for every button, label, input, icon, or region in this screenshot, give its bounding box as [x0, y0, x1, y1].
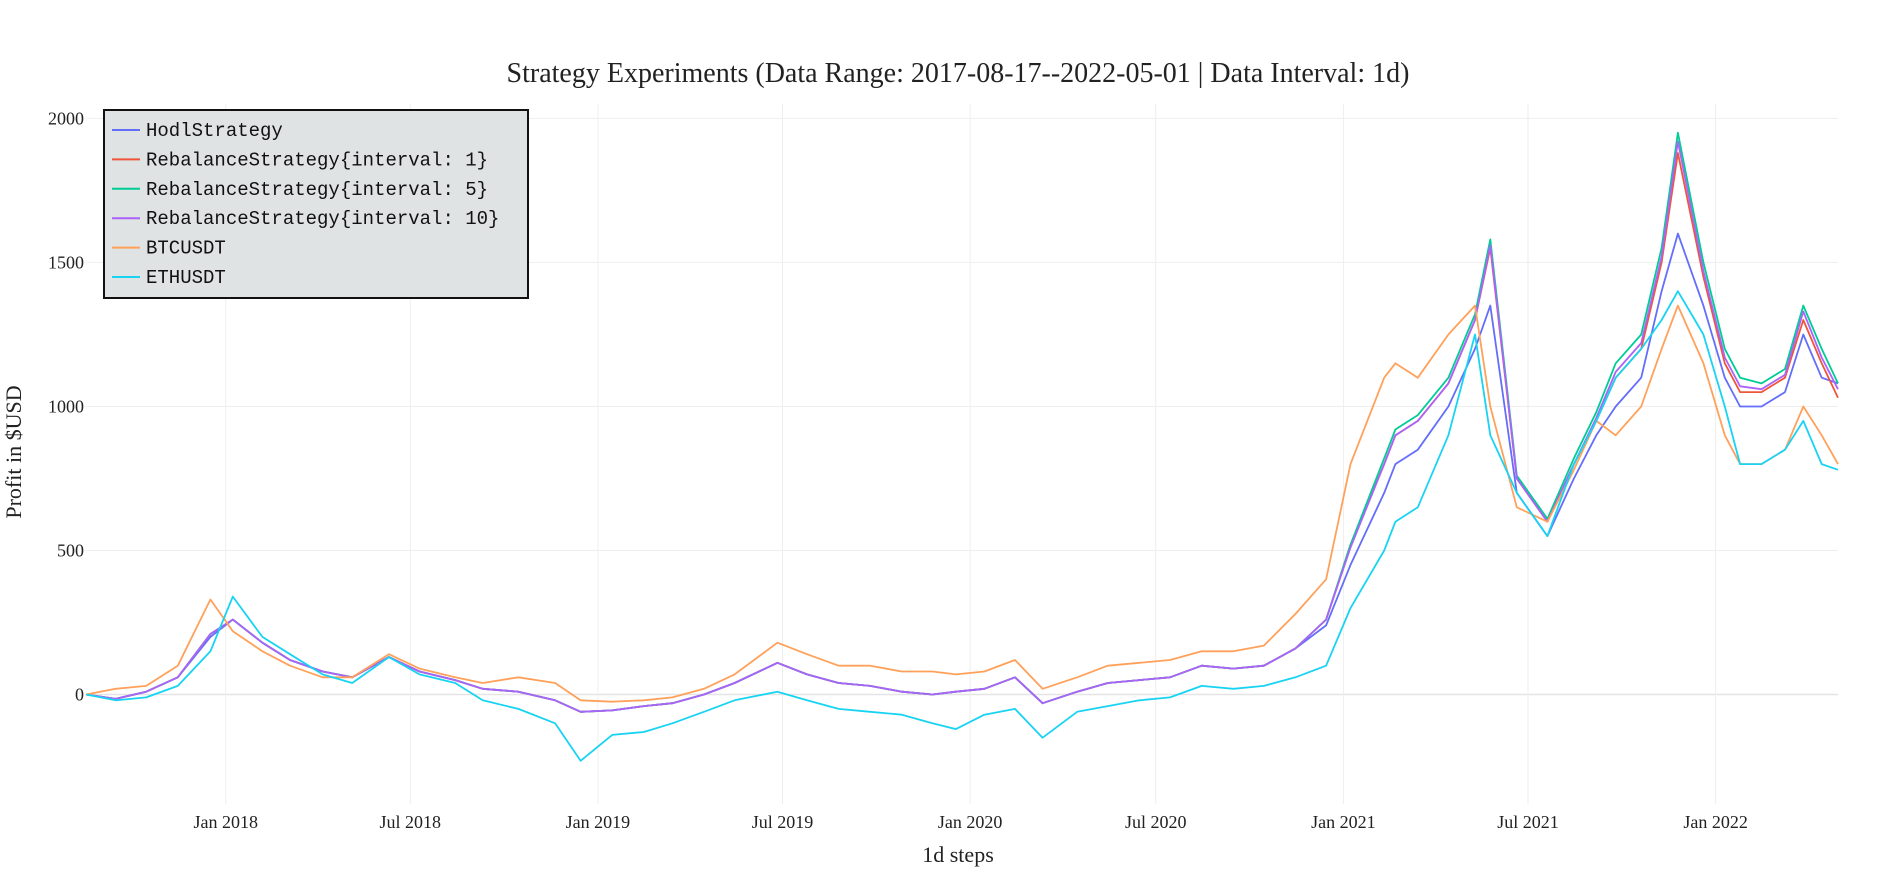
- x-tick-label: Jan 2021: [1311, 812, 1376, 832]
- legend-label: RebalanceStrategy{interval: 10}: [146, 208, 499, 230]
- y-tick-label: 500: [57, 541, 84, 561]
- series-line-4: [85, 140, 1839, 713]
- x-tick-label: Jan 2020: [938, 812, 1003, 832]
- y-tick-label: 1500: [48, 252, 84, 272]
- x-tick-label: Jan 2019: [566, 812, 631, 832]
- legend-label: ETHUSDT: [146, 267, 226, 289]
- legend-label: HodlStrategy: [146, 120, 283, 142]
- x-tick-label: Jul 2020: [1125, 812, 1187, 832]
- legend-label: RebalanceStrategy{interval: 5}: [146, 179, 488, 201]
- y-axis-ticks: 0 500 1000 1500 2000: [48, 108, 84, 704]
- series-line-1: [85, 232, 1839, 713]
- x-tick-label: Jul 2018: [380, 812, 442, 832]
- series-lines: [85, 131, 1839, 762]
- x-tick-label: Jan 2022: [1683, 812, 1748, 832]
- y-tick-label: 0: [75, 685, 84, 705]
- x-tick-label: Jul 2021: [1497, 812, 1559, 832]
- y-axis-title: Profit in $USD: [1, 385, 26, 518]
- legend-box: [103, 109, 529, 299]
- x-axis-ticks: Jan 2018 Jul 2018 Jan 2019 Jul 2019 Jan 2020…: [193, 812, 1747, 832]
- legend-label: BTCUSDT: [146, 238, 226, 260]
- legend-label: RebalanceStrategy{interval: 1}: [146, 149, 488, 171]
- series-line-6: [85, 290, 1839, 762]
- chart-title: Strategy Experiments (Data Range: 2017-0…: [507, 58, 1410, 89]
- y-tick-label: 1000: [48, 396, 84, 416]
- x-tick-label: Jan 2018: [193, 812, 258, 832]
- series-line-5: [85, 304, 1839, 703]
- y-tick-label: 2000: [48, 108, 84, 128]
- legend: HodlStrategy RebalanceStrategy{interval: …: [103, 109, 529, 299]
- x-tick-label: Jul 2019: [752, 812, 814, 832]
- x-axis-title: 1d steps: [922, 842, 994, 867]
